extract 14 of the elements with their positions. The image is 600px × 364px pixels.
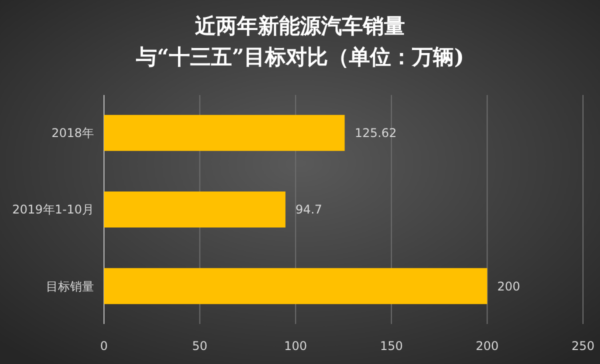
x-tick-label: 50 <box>192 339 208 354</box>
x-tick-label: 150 <box>380 339 403 354</box>
x-tick-label: 200 <box>476 339 499 354</box>
y-tick-label: 2018年 <box>51 126 94 140</box>
data-label: 200 <box>497 279 520 294</box>
x-tick-label: 250 <box>572 339 594 354</box>
data-label: 125.62 <box>354 126 397 140</box>
y-tick-label: 2019年1-10月 <box>12 202 94 217</box>
chart-title: 近两年新能源汽车销量 <box>194 13 405 38</box>
y-tick-label: 目标销量 <box>46 279 94 294</box>
chart-subtitle: 与“十三五”目标对比（单位：万辆) <box>134 44 464 69</box>
data-label: 94.7 <box>295 202 322 217</box>
x-tick-label: 100 <box>284 339 308 354</box>
x-tick-label: 0 <box>100 339 108 354</box>
